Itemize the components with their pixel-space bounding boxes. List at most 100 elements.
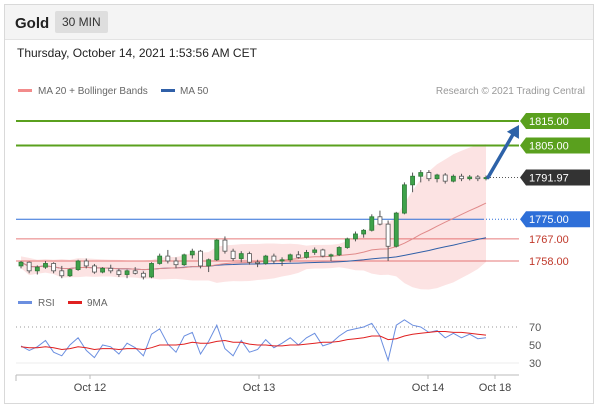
candle-body-up — [206, 259, 212, 267]
candle-body-down — [173, 260, 179, 266]
candle-body-down — [377, 216, 383, 225]
level-label-1775.00: 1775.00 — [520, 211, 590, 228]
level-label-text: 1791.97 — [529, 173, 569, 185]
candle — [459, 173, 464, 182]
candle — [206, 258, 212, 273]
candle — [67, 268, 73, 277]
candle-body-down — [132, 270, 138, 274]
candle-body-up — [181, 254, 187, 266]
credit-text: Research © 2021 Trading Central — [436, 86, 585, 97]
chart-widget: Gold 30 MIN Thursday, October 14, 2021 1… — [4, 4, 594, 404]
candle — [43, 261, 48, 269]
candle — [149, 262, 154, 279]
rsi-tick-50: 50 — [529, 340, 541, 352]
rsi-legend-label: RSI — [38, 298, 55, 309]
candle-body-down — [59, 270, 65, 277]
candle — [304, 249, 309, 259]
level-label-1791.97: 1791.97 — [520, 169, 590, 186]
candle-body-down — [116, 270, 122, 275]
candle-body-up — [402, 184, 407, 214]
candle — [59, 265, 65, 279]
x-tick-label: Oct 18 — [479, 382, 511, 394]
chart-datetime: Thursday, October 14, 2021 1:53:56 AM CE… — [17, 46, 257, 60]
candle — [336, 246, 342, 257]
candle-body-up — [369, 216, 375, 231]
level-label-text: 1815.00 — [529, 116, 569, 128]
candle — [189, 248, 195, 259]
candle — [132, 267, 138, 275]
candle-body-up — [34, 266, 40, 272]
candle — [344, 237, 350, 249]
price-panel: 1815.00 1805.00 1791.97 1775.00 1767.00 1758.… — [16, 112, 590, 290]
candle-body-up — [189, 250, 195, 256]
key-level-labels: 1815.00 1805.00 1791.97 1775.00 1767.00 1758.… — [520, 112, 590, 268]
candle-body-down — [247, 253, 252, 263]
candle-body-up — [393, 212, 399, 247]
target-arrow — [486, 124, 519, 180]
candle — [157, 253, 163, 265]
candle-body-up — [467, 176, 473, 180]
candle-body-down — [295, 254, 301, 258]
candle-body-up — [18, 261, 24, 267]
target-arrow-head — [506, 124, 519, 139]
candle — [26, 261, 32, 274]
price-chart: 1815.00 1805.00 1791.97 1775.00 1767.00 1758.… — [15, 86, 590, 394]
candle — [173, 257, 179, 269]
x-tick-label: Oct 12 — [74, 382, 106, 394]
candle-body-down — [426, 172, 432, 180]
candle-body-down — [385, 223, 391, 247]
candle — [238, 251, 244, 263]
rsi-legend-swatch — [18, 301, 32, 304]
bollinger-band-area — [21, 144, 486, 290]
candle-body-down — [442, 174, 448, 182]
candle — [124, 269, 130, 279]
candle — [34, 265, 40, 275]
candle — [426, 170, 432, 182]
candle-body-up — [304, 252, 309, 258]
candle — [312, 247, 318, 255]
candle — [181, 253, 187, 266]
candle — [222, 236, 228, 254]
candle — [214, 238, 220, 261]
candle-body-down — [108, 267, 114, 272]
ma50-legend-label: MA 50 — [180, 86, 209, 97]
candle — [361, 229, 367, 238]
candle-body-up — [287, 254, 293, 261]
rsi-line — [20, 319, 487, 363]
candle-body-down — [83, 260, 89, 267]
x-tick-label: Oct 13 — [243, 382, 275, 394]
candle — [377, 210, 383, 226]
level-tag-bg — [520, 137, 590, 154]
level-label-1758.00: 1758.00 — [529, 256, 569, 268]
candle — [295, 251, 301, 259]
candle — [92, 263, 97, 274]
candle — [385, 220, 391, 261]
level-label-text: 1767.00 — [529, 234, 569, 246]
candle — [418, 170, 424, 183]
candle-body-up — [410, 175, 415, 186]
candle — [100, 267, 105, 274]
candle — [116, 268, 122, 277]
candle-body-up — [124, 270, 130, 275]
candle — [279, 257, 285, 266]
candle-body-down — [459, 175, 464, 180]
level-label-1767.00: 1767.00 — [529, 234, 569, 246]
level-label-1815.00: 1815.00 — [520, 112, 590, 129]
candle-body-up — [344, 238, 350, 248]
candle-body-up — [418, 172, 424, 177]
candle-body-down — [320, 249, 326, 257]
candle-body-down — [271, 255, 277, 262]
candle — [434, 173, 440, 183]
candle-body-down — [92, 265, 97, 273]
timeframe-button[interactable]: 30 MIN — [55, 11, 108, 33]
bollinger-band — [21, 144, 486, 290]
ma20-line — [20, 202, 487, 271]
candle-body-up — [434, 174, 440, 180]
rsi-panel: 70 50 30 — [16, 319, 541, 370]
candle-body-down — [165, 255, 171, 262]
candle-body-up — [336, 247, 342, 256]
rsi-ma9-line — [20, 331, 487, 351]
key-level-lines — [16, 119, 519, 262]
rsi-legend: RSI 9MA — [18, 298, 108, 309]
candle — [320, 248, 326, 258]
